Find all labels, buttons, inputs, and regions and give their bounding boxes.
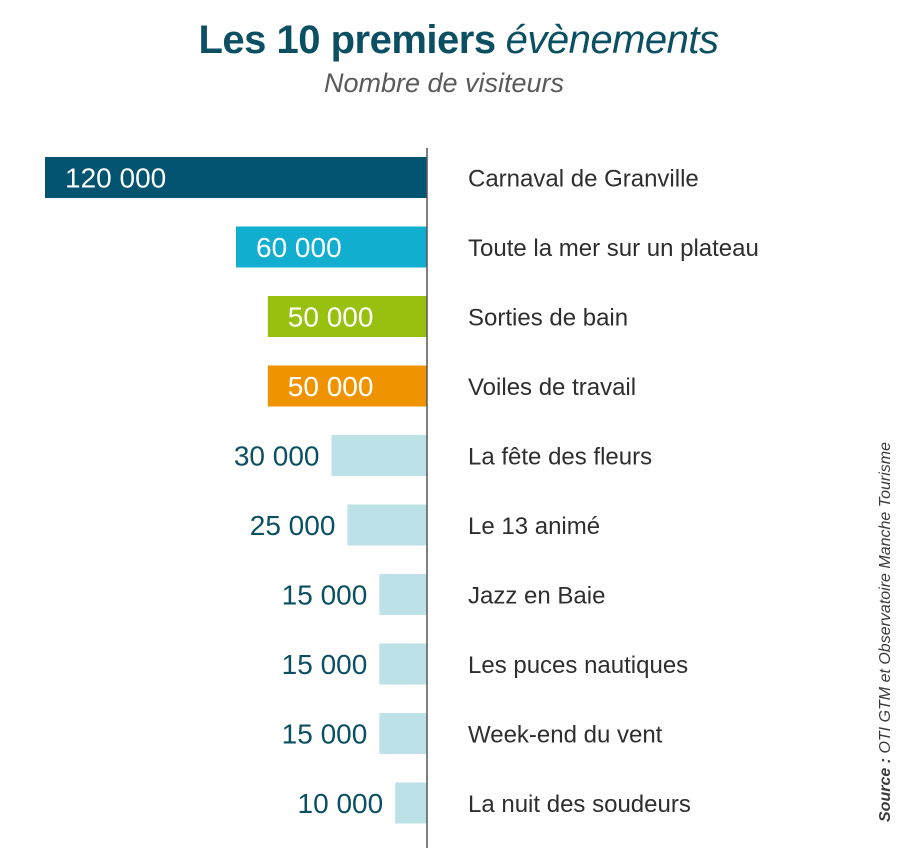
bar-7 bbox=[379, 574, 428, 615]
category-label-2: Toute la mer sur un plateau bbox=[468, 235, 759, 262]
value-label-10: 10 000 bbox=[298, 788, 384, 819]
bar-5 bbox=[331, 435, 427, 476]
source-text: OTI GTM et Observatoire Manche Tourisme bbox=[877, 442, 894, 754]
title-main: Les 10 premiers bbox=[198, 18, 496, 62]
category-label-4: Voiles de travail bbox=[468, 374, 636, 401]
category-label-5: La fête des fleurs bbox=[468, 444, 652, 471]
category-label-1: Carnaval de Granville bbox=[468, 166, 699, 193]
category-label-9: Week-end du vent bbox=[468, 722, 663, 749]
value-label-5: 30 000 bbox=[234, 441, 320, 472]
category-label-7: Jazz en Baie bbox=[468, 583, 605, 610]
value-label-3: 50 000 bbox=[288, 302, 374, 333]
bar-2 bbox=[236, 226, 427, 268]
source-label: Source : bbox=[877, 757, 894, 822]
bar-10 bbox=[395, 782, 427, 824]
bar-8 bbox=[379, 643, 428, 685]
title-emphasis: évènements bbox=[505, 18, 719, 62]
value-label-8: 15 000 bbox=[282, 649, 368, 680]
value-label-7: 15 000 bbox=[282, 580, 368, 611]
value-label-9: 15 000 bbox=[282, 719, 368, 750]
value-label-2: 60 000 bbox=[256, 232, 342, 263]
bar-3 bbox=[267, 296, 427, 337]
bar-9 bbox=[379, 713, 428, 754]
value-label-6: 25 000 bbox=[250, 510, 336, 541]
bar-4 bbox=[267, 365, 427, 407]
chart-subtitle: Nombre de visiteurs bbox=[323, 68, 565, 98]
value-label-1: 120 000 bbox=[65, 163, 166, 194]
chart-title: Les 10 premiers évènements bbox=[0, 16, 917, 64]
category-label-8: Les puces nautiques bbox=[468, 652, 688, 679]
bar-6 bbox=[347, 504, 427, 546]
category-label-10: La nuit des soudeurs bbox=[468, 791, 691, 818]
source-note: Source : OTI GTM et Observatoire Manche … bbox=[876, 442, 896, 822]
value-label-4: 50 000 bbox=[288, 371, 374, 402]
bar-1 bbox=[45, 157, 427, 198]
category-label-3: Sorties de bain bbox=[468, 305, 628, 332]
category-label-6: Le 13 animé bbox=[468, 513, 600, 540]
